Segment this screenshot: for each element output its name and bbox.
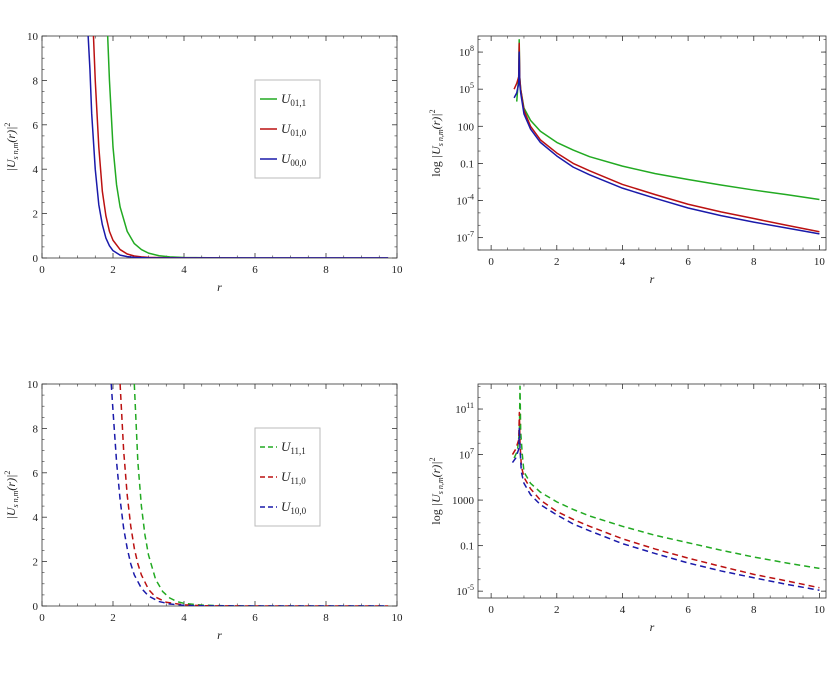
legend-box — [254, 427, 321, 527]
x-tick-label: 8 — [751, 604, 757, 616]
legend-1: U01,1 U01,0 U00,0 — [254, 79, 321, 179]
y-tick-label: 1000 — [452, 495, 475, 507]
x-axis-title-4: r — [650, 620, 655, 634]
y-tick-label: 8 — [33, 75, 39, 87]
legend-3: U11,1 U11,0 U10,0 — [254, 427, 321, 527]
y-tick-label: 0.1 — [460, 541, 474, 553]
x-tick-label: 2 — [554, 604, 560, 616]
x-tick-label: 10 — [392, 612, 404, 624]
series-line-U01,0 — [513, 42, 820, 233]
series-line-U01,1 — [515, 38, 820, 201]
y-tick-label: 2 — [33, 209, 39, 221]
legend-label: U11,1 — [281, 439, 306, 456]
x-tick-label: 6 — [685, 256, 691, 268]
x-tick-label: 0 — [39, 264, 45, 276]
x-tick-label: 4 — [620, 256, 626, 268]
plot-frame-2 — [477, 35, 827, 251]
y-tick-label: 0 — [33, 253, 39, 265]
series-line-U11,1 — [513, 385, 820, 570]
x-tick-label: 10 — [814, 604, 826, 616]
chart-panel-2: 0 2 4 6 8 10 10-7 10-4 0.1 100 105 108 r log |Us n,m(… — [428, 35, 827, 286]
plot-frame-3 — [41, 383, 398, 607]
series-line-U01,0 — [92, 36, 389, 258]
x-tick-label: 0 — [39, 612, 45, 624]
y-tick-label: 8 — [33, 423, 39, 435]
legend-label: U00,0 — [281, 151, 307, 168]
x-tick-label: 2 — [554, 256, 560, 268]
series-line-U11,0 — [119, 384, 389, 606]
legend-label: U01,1 — [281, 91, 306, 108]
x-tick-label: 10 — [392, 264, 404, 276]
x-axis-title-1: r — [217, 280, 222, 294]
x-axis-title-3: r — [217, 628, 222, 642]
x-tick-label: 4 — [620, 604, 626, 616]
y-tick-label: 2 — [33, 557, 39, 569]
x-tick-label: 8 — [751, 256, 757, 268]
series-line-U11,1 — [133, 384, 389, 606]
y-axis-title-2: log |Us n,m(r)|2 — [428, 109, 445, 176]
series-line-U10,0 — [110, 384, 389, 606]
chart-panel-4: 0 2 4 6 8 10 10-5 0.1 1000 107 1011 r log |Us n,m(r)… — [428, 383, 827, 634]
y-tick-label: 10-4 — [456, 193, 474, 208]
legend-label: U11,0 — [281, 469, 306, 486]
y-tick-label: 0 — [33, 601, 39, 613]
x-tick-label: 8 — [323, 612, 329, 624]
x-axis-title-2: r — [650, 272, 655, 286]
series-line-U01,1 — [106, 36, 389, 258]
series-line-U00,0 — [87, 36, 389, 258]
y-tick-label: 10 — [27, 379, 39, 391]
y-axis-title-1: |Us n,m(r)|2 — [3, 123, 20, 172]
x-tick-label: 6 — [252, 612, 258, 624]
x-tick-label: 0 — [488, 256, 494, 268]
y-tick-label: 107 — [459, 447, 474, 462]
y-tick-label: 4 — [33, 512, 39, 524]
y-tick-label: 100 — [458, 121, 475, 133]
y-axis-title-3: |Us n,m(r)|2 — [3, 471, 20, 520]
y-tick-label: 1011 — [455, 401, 474, 416]
y-tick-label: 4 — [33, 164, 39, 176]
x-tick-label: 6 — [252, 264, 258, 276]
y-axis-title-4: log |Us n,m(r)|2 — [428, 457, 445, 524]
y-tick-label: 6 — [33, 468, 39, 480]
x-tick-label: 0 — [488, 604, 494, 616]
x-tick-label: 4 — [181, 264, 187, 276]
legend-label: U10,0 — [281, 499, 307, 516]
y-tick-label: 108 — [459, 44, 474, 59]
y-tick-label: 10-7 — [456, 230, 474, 245]
y-tick-label: 105 — [459, 81, 474, 96]
series-line-U00,0 — [513, 51, 820, 235]
x-tick-label: 2 — [110, 612, 116, 624]
x-tick-label: 4 — [181, 612, 187, 624]
plot-frame-4 — [477, 383, 827, 599]
x-tick-label: 8 — [323, 264, 329, 276]
x-tick-label: 6 — [685, 604, 691, 616]
y-tick-label: 6 — [33, 120, 39, 132]
chart-panel-3: 0 2 4 6 8 10 0 2 4 6 8 10 r |Us n,m(r)|2 U11,1 U11,0 U10… — [3, 379, 403, 642]
y-tick-label: 10-5 — [456, 583, 474, 598]
x-tick-label: 2 — [110, 264, 116, 276]
series-line-U10,0 — [511, 427, 820, 592]
y-tick-label: 0.1 — [460, 158, 474, 170]
legend-label: U01,0 — [281, 121, 307, 138]
chart-panel-1: 0 2 4 6 8 10 0 2 4 6 8 10 r |Us n,m(r)|2 U01,1 U01,0 U00… — [3, 31, 403, 294]
y-tick-label: 10 — [27, 31, 39, 43]
series-line-U11,0 — [511, 411, 820, 589]
x-tick-label: 10 — [814, 256, 826, 268]
